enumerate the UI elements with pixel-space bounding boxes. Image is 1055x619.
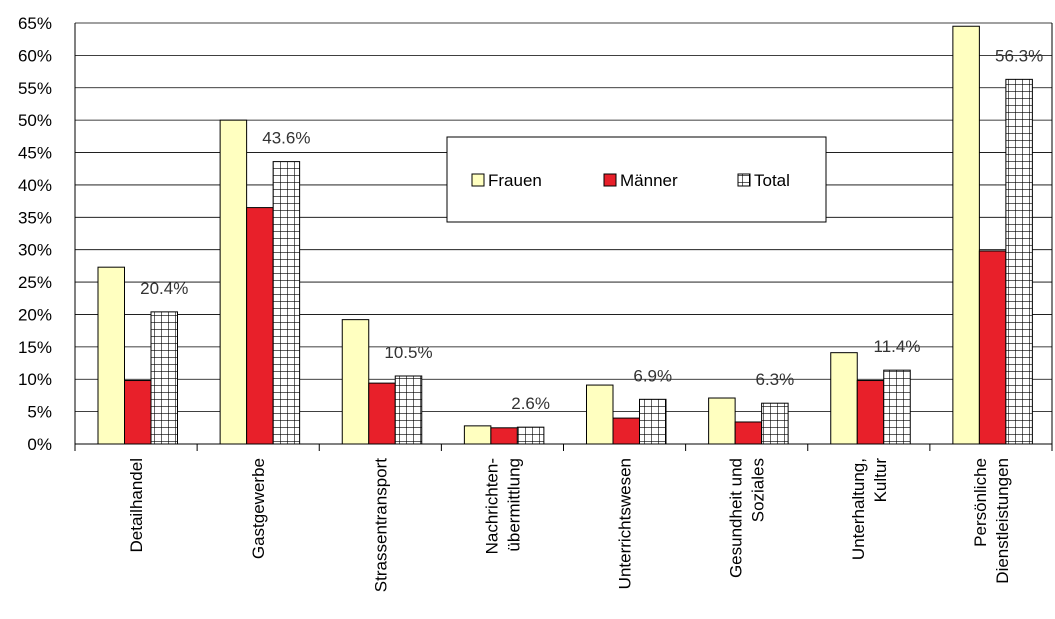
bar xyxy=(341,319,370,445)
bar xyxy=(97,266,125,445)
value-label: 2.6% xyxy=(511,394,550,413)
bar xyxy=(490,427,518,445)
value-label: 11.4% xyxy=(874,337,921,356)
y-tick-label: 0% xyxy=(27,435,52,454)
y-tick-label: 65% xyxy=(18,14,52,33)
bar xyxy=(219,119,248,445)
x-tick-label: Unterrichtswesen xyxy=(616,458,635,589)
x-tick-label: Detailhandel xyxy=(127,458,146,553)
y-tick-label: 55% xyxy=(18,79,52,98)
value-label: 10.5% xyxy=(384,343,432,362)
y-tick-label: 15% xyxy=(18,338,52,357)
bar xyxy=(394,375,423,445)
value-label: 20.4% xyxy=(140,279,188,298)
bar xyxy=(612,417,640,445)
legend-label: Männer xyxy=(620,171,678,190)
legend-swatch xyxy=(471,173,485,187)
bar xyxy=(830,352,858,445)
x-tick-label: Persönliche Dienstleistungen xyxy=(971,458,1012,584)
y-tick-label: 30% xyxy=(18,241,52,260)
bar xyxy=(124,380,152,445)
legend-swatch xyxy=(603,173,617,187)
x-tick-label: Nachrichten-übermittlung xyxy=(482,458,523,554)
y-tick-label: 10% xyxy=(18,370,52,389)
bar xyxy=(639,398,667,445)
y-tick-label: 60% xyxy=(18,46,52,65)
bar xyxy=(734,421,763,445)
bar xyxy=(586,384,614,445)
x-tick-label: Unterhaltung, Kultur xyxy=(849,458,890,560)
y-tick-label: 45% xyxy=(18,144,52,163)
legend-box xyxy=(446,136,827,223)
bar xyxy=(246,207,274,445)
y-tick-label: 25% xyxy=(18,273,52,292)
bar xyxy=(952,25,980,445)
bar xyxy=(150,311,178,445)
y-tick-label: 35% xyxy=(18,208,52,227)
legend-label: Total xyxy=(754,171,790,190)
bar xyxy=(761,402,789,445)
value-label: 6.9% xyxy=(633,366,672,385)
bar xyxy=(368,382,396,445)
y-tick-label: 20% xyxy=(18,305,52,324)
legend-label: Frauen xyxy=(488,171,542,190)
bar xyxy=(463,425,492,445)
y-tick-label: 50% xyxy=(18,111,52,130)
bar xyxy=(883,369,911,445)
x-tick-label: Gastgewerbe xyxy=(249,458,268,559)
y-tick-label: 40% xyxy=(18,176,52,195)
value-label: 6.3% xyxy=(756,370,795,389)
value-label: 43.6% xyxy=(262,129,310,148)
x-tick-label: Gesundheit und Soziales xyxy=(727,458,768,578)
value-label: 56.3% xyxy=(995,46,1043,65)
legend-swatch xyxy=(737,173,751,187)
y-tick-label: 5% xyxy=(27,403,52,422)
bar xyxy=(1005,78,1033,445)
bar xyxy=(856,380,885,445)
bar xyxy=(272,161,301,445)
bar xyxy=(708,397,736,445)
bar xyxy=(978,250,1007,445)
x-tick-label: Strassentransport xyxy=(371,458,390,592)
bar xyxy=(516,426,545,445)
